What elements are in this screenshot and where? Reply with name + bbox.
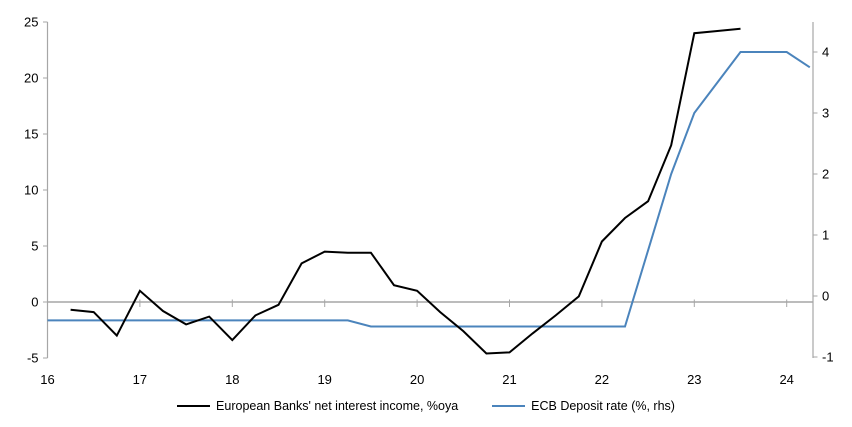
x-axis-label: 20 (410, 372, 424, 387)
legend-label-net-interest-income: European Banks' net interest income, %oy… (216, 399, 459, 413)
left-axis-label: 20 (24, 71, 38, 86)
left-axis-label: 0 (31, 295, 38, 310)
x-axis-label: 18 (225, 372, 239, 387)
right-axis-label: 1 (822, 228, 829, 243)
x-axis-label: 16 (40, 372, 54, 387)
series-line-ecb-deposit-rate (47, 51, 811, 328)
legend: European Banks' net interest income, %oy… (0, 395, 852, 417)
left-axis-label: 25 (24, 15, 38, 30)
x-axis-label: 23 (687, 372, 701, 387)
legend-line-swatch-black (177, 405, 211, 407)
right-axis-label: 2 (822, 167, 829, 182)
right-axis-label: 3 (822, 106, 829, 121)
legend-line-swatch-blue (492, 405, 526, 407)
x-axis-label: 17 (133, 372, 147, 387)
x-axis-label: 19 (317, 372, 331, 387)
series-line-net-interest-income (70, 27, 741, 355)
left-axis-label: 5 (31, 239, 38, 254)
right-axis-label: 0 (822, 289, 829, 304)
legend-item-ecb-deposit-rate: ECB Deposit rate (%, rhs) (492, 399, 675, 413)
right-axis-label: 4 (822, 45, 829, 60)
right-axis-label: -1 (822, 350, 834, 365)
legend-item-net-interest-income: European Banks' net interest income, %oy… (177, 399, 458, 413)
x-axis-label: 24 (779, 372, 793, 387)
left-axis-label: 10 (24, 183, 38, 198)
legend-label-ecb-deposit-rate: ECB Deposit rate (%, rhs) (531, 399, 675, 413)
x-axis-label: 21 (502, 372, 516, 387)
left-axis-label: 15 (24, 127, 38, 142)
left-axis-label: -5 (27, 351, 39, 366)
x-axis-label: 22 (595, 372, 609, 387)
